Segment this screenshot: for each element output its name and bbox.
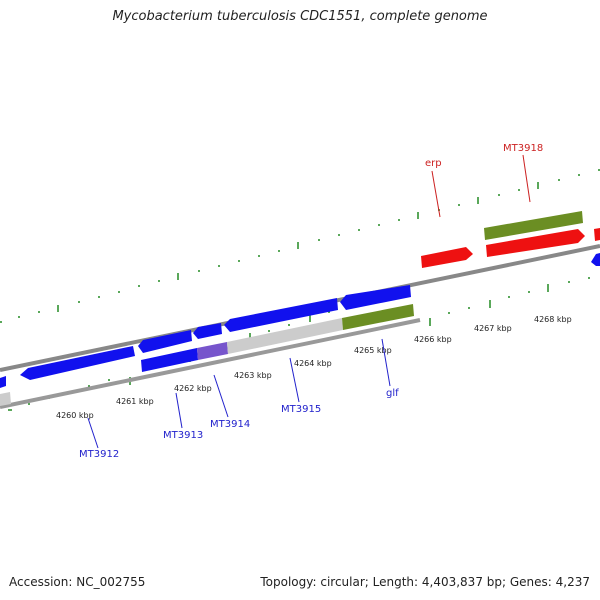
label-leaders (87, 154, 531, 449)
tick-label: 4262 kbp (174, 384, 212, 393)
tick-label: 4260 kbp (56, 411, 94, 420)
gene-feature[interactable] (227, 318, 343, 354)
gene-feature[interactable] (421, 247, 473, 268)
gene-feature[interactable] (0, 376, 6, 388)
scale-track-upper (0, 169, 600, 323)
tick-labels: 4260 kbp 4261 kbp 4262 kbp 4263 kbp 4264… (56, 315, 572, 420)
tick-label: 4266 kbp (414, 335, 452, 344)
gene-feature[interactable] (197, 342, 228, 360)
gene-feature[interactable] (484, 211, 583, 240)
gene-label-glf[interactable]: glf (386, 388, 399, 399)
gene-labels: MT3912 MT3913 MT3914 MT3915 glf erp MT39… (79, 143, 543, 460)
gene-feature[interactable] (591, 253, 600, 266)
tick-label: 4265 kbp (354, 346, 392, 355)
gene-feature[interactable] (486, 229, 585, 257)
gene-label-mt3915[interactable]: MT3915 (281, 404, 321, 415)
hypothetical-genes (342, 211, 583, 330)
gene-feature[interactable] (141, 348, 198, 372)
genome-stats-text: Topology: circular; Length: 4,403,837 bp… (260, 575, 590, 589)
gene-label-mt3913[interactable]: MT3913 (163, 430, 203, 441)
tick-label: 4261 kbp (116, 397, 154, 406)
gene-feature[interactable] (0, 392, 11, 406)
gene-feature[interactable] (340, 285, 411, 310)
gene-label-erp[interactable]: erp (425, 158, 442, 169)
gene-feature[interactable] (342, 304, 414, 330)
tick-label: 4263 kbp (234, 371, 272, 380)
tick-label: 4267 kbp (474, 324, 512, 333)
reverse-strand-genes (0, 253, 600, 388)
gene-feature[interactable] (224, 298, 338, 332)
gene-label-mt3918[interactable]: MT3918 (503, 143, 543, 154)
gene-feature[interactable] (138, 330, 192, 353)
gene-label-mt3914[interactable]: MT3914 (210, 419, 250, 430)
gene-feature[interactable] (594, 228, 600, 241)
gene-label-mt3912[interactable]: MT3912 (79, 449, 119, 460)
map-title: Mycobacterium tuberculosis CDC1551, comp… (112, 9, 488, 24)
accession-text: Accession: NC_002755 (9, 575, 146, 589)
tick-label: 4268 kbp (534, 315, 572, 324)
gene-feature[interactable] (193, 323, 222, 339)
tick-label: 4264 kbp (294, 359, 332, 368)
gene-feature[interactable] (20, 346, 135, 380)
grey-features (0, 318, 343, 406)
backbone-line-shadow (0, 318, 421, 409)
forward-strand-genes (421, 228, 600, 268)
